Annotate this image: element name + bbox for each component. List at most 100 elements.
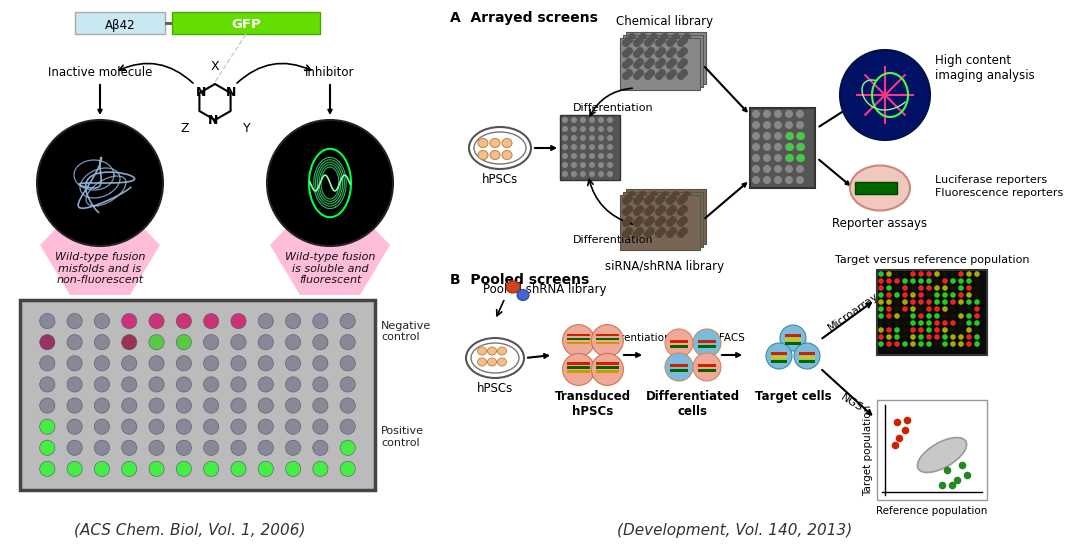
Circle shape bbox=[910, 341, 916, 347]
Circle shape bbox=[571, 144, 577, 150]
Text: Differentiated
cells: Differentiated cells bbox=[646, 390, 740, 418]
Circle shape bbox=[677, 39, 685, 47]
Circle shape bbox=[934, 320, 940, 326]
Circle shape bbox=[950, 278, 955, 284]
Circle shape bbox=[785, 121, 794, 129]
Circle shape bbox=[598, 153, 604, 159]
FancyBboxPatch shape bbox=[626, 32, 705, 84]
Circle shape bbox=[313, 440, 328, 455]
Circle shape bbox=[680, 227, 688, 235]
Circle shape bbox=[796, 110, 804, 118]
FancyBboxPatch shape bbox=[596, 337, 619, 340]
Circle shape bbox=[644, 72, 652, 80]
Circle shape bbox=[926, 278, 932, 284]
Circle shape bbox=[902, 327, 908, 333]
Circle shape bbox=[149, 314, 164, 329]
Text: Negative
control: Negative control bbox=[382, 321, 432, 342]
Circle shape bbox=[902, 313, 908, 319]
Circle shape bbox=[149, 419, 164, 434]
FancyBboxPatch shape bbox=[670, 345, 688, 347]
Circle shape bbox=[796, 132, 804, 140]
Circle shape bbox=[636, 47, 644, 55]
Ellipse shape bbox=[850, 166, 910, 211]
Circle shape bbox=[669, 194, 677, 202]
Circle shape bbox=[942, 313, 948, 319]
FancyBboxPatch shape bbox=[877, 270, 987, 355]
Circle shape bbox=[591, 325, 624, 357]
Ellipse shape bbox=[917, 438, 966, 473]
Circle shape bbox=[926, 313, 932, 319]
Circle shape bbox=[669, 205, 677, 213]
Circle shape bbox=[203, 461, 218, 476]
Circle shape bbox=[639, 213, 647, 221]
Circle shape bbox=[40, 314, 55, 329]
Circle shape bbox=[607, 117, 613, 123]
Circle shape bbox=[580, 162, 586, 168]
Circle shape bbox=[959, 334, 964, 340]
Circle shape bbox=[886, 271, 891, 277]
Text: X: X bbox=[211, 59, 220, 73]
Circle shape bbox=[607, 144, 613, 150]
Circle shape bbox=[122, 461, 137, 476]
FancyBboxPatch shape bbox=[698, 364, 716, 367]
Circle shape bbox=[580, 144, 586, 150]
Circle shape bbox=[886, 341, 891, 347]
Circle shape bbox=[926, 327, 932, 333]
Circle shape bbox=[580, 135, 586, 141]
Circle shape bbox=[966, 313, 972, 319]
Circle shape bbox=[633, 61, 641, 69]
Circle shape bbox=[950, 285, 955, 291]
Circle shape bbox=[919, 334, 924, 340]
Circle shape bbox=[786, 143, 794, 151]
Circle shape bbox=[950, 334, 955, 340]
Circle shape bbox=[666, 230, 674, 238]
Circle shape bbox=[286, 356, 301, 371]
Circle shape bbox=[796, 154, 804, 162]
Circle shape bbox=[622, 219, 630, 227]
Circle shape bbox=[919, 341, 924, 347]
Circle shape bbox=[658, 69, 666, 77]
Circle shape bbox=[950, 327, 955, 333]
FancyBboxPatch shape bbox=[785, 338, 801, 341]
Circle shape bbox=[910, 285, 916, 291]
Circle shape bbox=[910, 278, 916, 284]
FancyBboxPatch shape bbox=[670, 369, 688, 372]
Circle shape bbox=[683, 66, 691, 74]
Circle shape bbox=[625, 69, 633, 77]
Ellipse shape bbox=[466, 338, 524, 378]
Point bbox=[953, 460, 971, 469]
Circle shape bbox=[633, 197, 641, 205]
Circle shape bbox=[878, 299, 884, 305]
FancyBboxPatch shape bbox=[172, 12, 320, 34]
Circle shape bbox=[926, 299, 932, 305]
Circle shape bbox=[650, 224, 658, 232]
Circle shape bbox=[639, 66, 647, 74]
Circle shape bbox=[959, 292, 964, 298]
Circle shape bbox=[934, 299, 940, 305]
Circle shape bbox=[752, 165, 760, 173]
Circle shape bbox=[122, 314, 137, 329]
Circle shape bbox=[589, 117, 595, 123]
Circle shape bbox=[694, 353, 721, 381]
Ellipse shape bbox=[478, 151, 488, 160]
Circle shape bbox=[628, 55, 636, 63]
Circle shape bbox=[763, 110, 771, 118]
Circle shape bbox=[878, 271, 884, 277]
Circle shape bbox=[680, 194, 688, 202]
Circle shape bbox=[340, 440, 355, 455]
Circle shape bbox=[655, 50, 663, 58]
Circle shape bbox=[340, 314, 355, 329]
Circle shape bbox=[149, 335, 164, 350]
Circle shape bbox=[259, 398, 273, 413]
Circle shape bbox=[669, 216, 677, 224]
Circle shape bbox=[910, 334, 916, 340]
Circle shape bbox=[661, 202, 669, 210]
Circle shape bbox=[794, 343, 820, 369]
Text: Wild-type fusion
misfolds and is
non-fluorescent: Wild-type fusion misfolds and is non-flu… bbox=[54, 252, 146, 285]
Text: GFP: GFP bbox=[232, 18, 261, 32]
Circle shape bbox=[919, 278, 924, 284]
Circle shape bbox=[149, 398, 164, 413]
Circle shape bbox=[796, 176, 804, 184]
Circle shape bbox=[959, 299, 964, 305]
Circle shape bbox=[622, 197, 630, 205]
